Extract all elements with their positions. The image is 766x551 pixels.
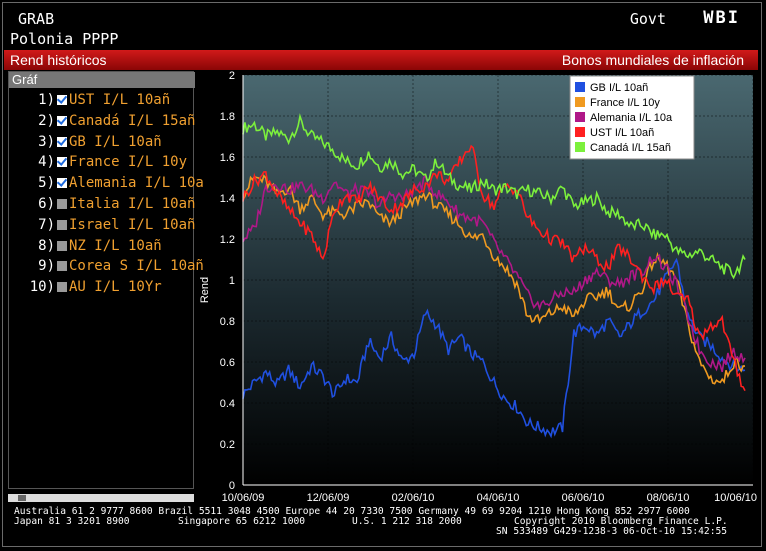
- series-checkbox[interactable]: [57, 157, 67, 168]
- x-tick-label: 12/06/09: [307, 492, 350, 504]
- legend-box: [569, 75, 695, 160]
- series-item-label: Italia I/L 10añ: [69, 196, 196, 212]
- series-panel: Gráf 1) UST I/L 10añ 2) Canadá I/L 15añ 3) GB…: [8, 71, 204, 489]
- series-checkbox[interactable]: [57, 199, 67, 209]
- y-tick-label: 2: [229, 70, 235, 82]
- series-item-number: 1): [38, 92, 55, 108]
- series-checkbox[interactable]: [57, 240, 67, 251]
- series-checkbox[interactable]: [57, 95, 67, 105]
- series-item-number: 2): [38, 112, 55, 129]
- x-tick-label: 08/06/10: [647, 492, 690, 504]
- legend-swatch: [575, 82, 585, 92]
- y-tick-label: 0.8: [220, 316, 235, 328]
- scroll-thumb[interactable]: [18, 495, 26, 501]
- footer-copyright: Copyright 2010 Bloomberg Finance L.P.: [514, 516, 728, 527]
- panel-title: Gráf: [9, 72, 195, 88]
- series-item-label: GB I/L 10añ: [69, 133, 162, 150]
- series-checkbox[interactable]: [57, 115, 67, 126]
- series-item-number: 8): [38, 237, 55, 254]
- user-name: Polonia PPPP: [10, 30, 119, 48]
- title-right: Bonos mundiales de inflación: [561, 52, 744, 68]
- market-sector[interactable]: Govt: [629, 10, 666, 28]
- legend-swatch: [575, 112, 585, 122]
- series-item-label: UST I/L 10añ: [69, 92, 171, 108]
- series-item-label: Israel I/L 10añ: [69, 216, 196, 233]
- series-item[interactable]: 3) GB I/L 10añ: [9, 132, 162, 152]
- series-item-number: 9): [38, 258, 55, 275]
- series-item-label: Corea S I/L 10añ: [69, 258, 204, 275]
- series-item-label: Canadá I/L 15añ: [69, 112, 196, 129]
- series-line: [242, 113, 746, 280]
- screen-name: GRAB: [18, 10, 55, 28]
- series-item-number: 7): [38, 216, 55, 233]
- legend-label: Canadá I/L 15añ: [590, 142, 671, 154]
- x-tick-label: 04/06/10: [477, 492, 520, 504]
- x-tick-label: 10/06/10: [714, 492, 757, 504]
- y-tick-label: 0.2: [220, 439, 235, 451]
- title-left: Rend históricos: [10, 52, 107, 68]
- series-item[interactable]: 9) Corea S I/L 10añ: [9, 256, 204, 276]
- x-tick-label: 10/06/09: [222, 492, 265, 504]
- legend-label: GB I/L 10añ: [590, 82, 648, 94]
- series-checkbox[interactable]: [57, 261, 67, 272]
- series-checkbox[interactable]: [57, 178, 67, 189]
- series-item-label: France I/L 10y: [69, 154, 188, 171]
- legend-label: France I/L 10y: [590, 97, 660, 109]
- yield-chart: 0 0.2 0.4 0.6 0.8 1 1.2 1.4 1.6 1.8 2 10/06/09 12/06…: [199, 70, 757, 504]
- y-tick-label: 1.8: [220, 111, 235, 123]
- series-line: [242, 144, 746, 392]
- title-bar: Rend históricos Bonos mundiales de infla…: [4, 50, 758, 70]
- series-item-number: 10): [29, 279, 55, 296]
- x-tick-label: 02/06/10: [392, 492, 435, 504]
- y-tick-label: 0: [229, 480, 235, 492]
- series-item[interactable]: 7) Israel I/L 10añ: [9, 215, 195, 235]
- legend-label: UST I/L 10añ: [590, 127, 654, 139]
- series-checkbox[interactable]: [57, 136, 67, 147]
- series-line: [242, 257, 746, 439]
- footer-line1: Australia 61 2 9777 8600 Brazil 5511 304…: [14, 506, 690, 517]
- series-item[interactable]: 1) UST I/L 10añ: [9, 90, 170, 110]
- legend-label: Alemania I/L 10a: [590, 112, 673, 124]
- x-tick-label: 06/06/10: [562, 492, 605, 504]
- footer-singapore: Singapore 65 6212 1000: [178, 516, 306, 527]
- y-tick-label: 1: [229, 275, 235, 287]
- series-item[interactable]: 2) Canadá I/L 15añ: [9, 111, 195, 131]
- series-item[interactable]: 5) Alemania I/L 10a: [9, 173, 204, 193]
- y-tick-label: 1.4: [220, 193, 235, 205]
- series-item[interactable]: 8) NZ I/L 10añ: [9, 236, 162, 256]
- series-item-number: 5): [38, 175, 55, 192]
- horizontal-scrollbar[interactable]: [8, 494, 194, 502]
- y-axis-label: Rend: [199, 277, 211, 303]
- y-tick-label: 1.6: [220, 152, 235, 164]
- footer-us: U.S. 1 212 318 2000: [352, 516, 462, 527]
- series-item-label: Alemania I/L 10a: [69, 175, 204, 192]
- series-checkbox[interactable]: [57, 282, 67, 293]
- series-item[interactable]: 6) Italia I/L 10añ: [9, 194, 195, 214]
- series-item[interactable]: 4) France I/L 10y: [9, 152, 187, 172]
- legend-swatch: [575, 142, 585, 152]
- y-tick-label: 0.6: [220, 357, 235, 369]
- series-item[interactable]: 10) AU I/L 10Yr: [9, 277, 162, 297]
- legend-swatch: [575, 127, 585, 137]
- footer-serial: SN 533489 G429-1238-3 06-Oct-10 15:42:55: [496, 526, 728, 537]
- series-item-label: AU I/L 10Yr: [69, 279, 162, 296]
- series-line: [242, 173, 746, 373]
- series-item-number: 4): [38, 154, 55, 171]
- y-tick-label: 1.2: [220, 234, 235, 246]
- legend-swatch: [575, 97, 585, 107]
- y-tick-label: 0.4: [220, 398, 235, 410]
- series-checkbox[interactable]: [57, 219, 67, 230]
- footer-japan: Japan 81 3 3201 8900: [14, 516, 130, 527]
- series-item-number: 6): [38, 196, 55, 212]
- series-item-number: 3): [38, 133, 55, 150]
- function-code[interactable]: WBI: [703, 8, 740, 28]
- series-item-label: NZ I/L 10añ: [69, 237, 162, 254]
